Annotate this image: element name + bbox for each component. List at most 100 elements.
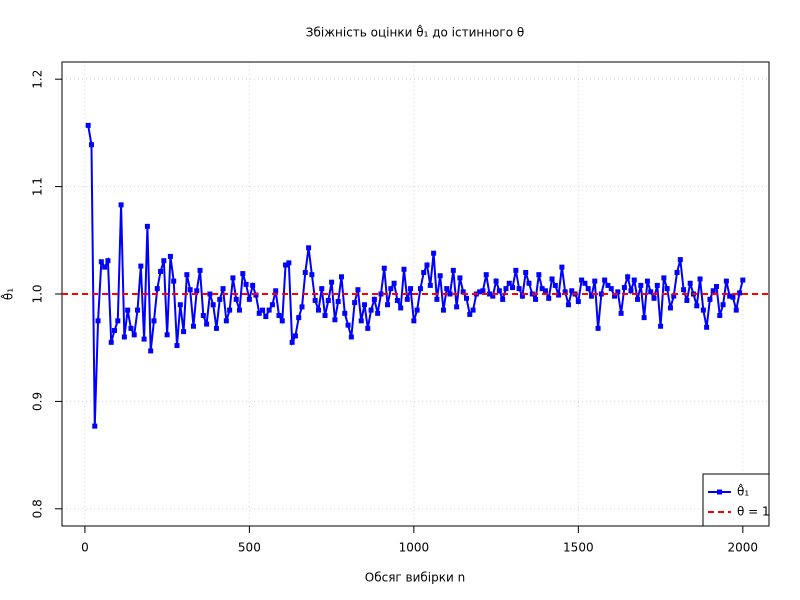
data-point <box>523 270 529 276</box>
data-point <box>677 257 683 263</box>
data-point <box>549 276 555 282</box>
legend-box <box>702 473 770 527</box>
data-point <box>615 289 621 295</box>
data-point <box>427 282 433 288</box>
data-point <box>440 307 446 313</box>
data-point <box>707 296 713 302</box>
data-point <box>628 288 634 294</box>
data-point <box>625 274 631 280</box>
data-point <box>279 318 285 324</box>
data-point <box>158 268 164 274</box>
data-point <box>588 293 594 299</box>
data-point <box>355 287 361 293</box>
data-point <box>306 245 312 251</box>
data-point <box>266 307 272 313</box>
y-tick-label: 1.2 <box>31 70 45 89</box>
data-point <box>408 286 414 292</box>
legend-marker <box>717 489 722 495</box>
data-point <box>641 315 647 321</box>
legend-item: θ̂₁ <box>708 482 749 499</box>
data-point <box>605 282 611 288</box>
data-point <box>322 312 328 318</box>
data-point <box>174 343 180 349</box>
data-point <box>592 278 598 284</box>
data-point <box>631 277 637 283</box>
data-point <box>694 303 700 309</box>
data-point <box>704 324 710 330</box>
data-point <box>352 300 358 306</box>
data-point <box>556 292 562 298</box>
data-point <box>681 287 687 293</box>
data-point <box>648 289 654 295</box>
x-tick-label: 2000 <box>728 541 759 555</box>
data-point <box>187 287 193 293</box>
data-point <box>171 278 177 284</box>
x-tick-label: 1000 <box>399 541 430 555</box>
data-point <box>450 267 456 273</box>
data-point <box>121 334 127 340</box>
data-point <box>644 278 650 284</box>
data-point <box>184 272 190 278</box>
data-point <box>88 142 94 148</box>
data-point <box>417 286 423 292</box>
data-point <box>164 332 170 338</box>
data-point <box>309 272 315 278</box>
data-point <box>371 296 377 302</box>
data-point <box>582 280 588 286</box>
data-point <box>207 291 213 297</box>
y-axis-label: θ̂₁ <box>0 288 16 300</box>
data-point <box>539 286 545 292</box>
data-point <box>358 318 364 324</box>
data-point <box>391 280 397 286</box>
data-point <box>608 286 614 292</box>
data-point <box>325 297 331 303</box>
data-point <box>319 286 325 292</box>
legend: θ̂₁ θ = 1 <box>702 473 770 527</box>
data-point <box>437 273 443 279</box>
data-point <box>621 285 627 291</box>
data-point <box>457 275 463 281</box>
data-point <box>135 307 141 313</box>
data-point <box>378 291 384 297</box>
data-point <box>365 325 371 331</box>
data-point <box>345 322 351 328</box>
data-point <box>612 293 618 299</box>
data-point <box>273 288 279 294</box>
data-point <box>269 302 275 308</box>
data-point <box>618 310 624 316</box>
data-point <box>148 348 154 354</box>
y-tick-label: 0.9 <box>31 392 45 411</box>
data-point <box>579 277 585 283</box>
data-point <box>253 292 259 298</box>
data-point <box>506 280 512 286</box>
y-tick-label: 0.8 <box>31 499 45 518</box>
data-point <box>487 291 493 297</box>
data-point <box>243 281 249 287</box>
data-point <box>664 286 670 292</box>
data-point <box>141 336 147 342</box>
chart-title: Збіжність оцінки θ̂₁ до істинного θ <box>306 23 524 39</box>
data-point <box>177 302 183 308</box>
data-point <box>125 307 131 313</box>
data-point <box>342 310 348 316</box>
data-point <box>434 296 440 302</box>
data-point <box>552 282 558 288</box>
data-point <box>394 297 400 303</box>
legend-item: θ = 1 <box>708 505 770 519</box>
data-point <box>292 333 298 339</box>
data-point <box>388 286 394 292</box>
data-point <box>496 288 502 294</box>
data-point <box>161 258 167 264</box>
data-point <box>283 262 289 268</box>
data-point <box>92 423 98 429</box>
data-point <box>315 307 321 313</box>
x-tick-label: 500 <box>238 541 261 555</box>
data-point <box>542 288 548 294</box>
data-point <box>658 323 664 329</box>
data-point <box>546 295 552 301</box>
data-point <box>368 307 374 313</box>
data-point <box>217 296 223 302</box>
data-point <box>661 275 667 281</box>
data-point <box>204 321 210 327</box>
